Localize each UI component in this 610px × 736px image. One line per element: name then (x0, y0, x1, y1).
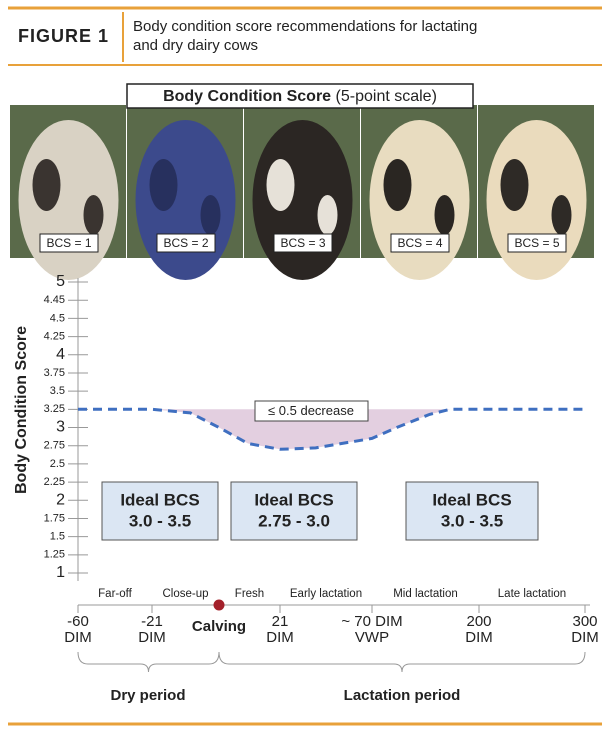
phase-label: Late lactation (498, 588, 566, 600)
phase-label: Early lactation (290, 588, 362, 600)
ideal-range: 2.75 - 3.0 (258, 511, 330, 530)
calving-marker (213, 599, 225, 611)
cow-patch (149, 159, 178, 211)
cow-body (486, 120, 587, 280)
x-tick-label: 21 (272, 613, 289, 630)
y-tick-label: 1.25 (44, 549, 65, 561)
ideal-box (230, 481, 358, 541)
period-bracket (218, 651, 586, 673)
banner-box (126, 83, 474, 109)
ideal-range: 3.0 - 3.5 (441, 511, 503, 530)
figure-title: and dry dairy cows (133, 37, 258, 54)
cow-patch (434, 195, 455, 235)
cow-body (18, 120, 119, 280)
phase-label: Far-off (98, 588, 132, 600)
x-tick-sublabel: DIM (571, 629, 599, 646)
ideal-box (405, 481, 539, 541)
cow-body (135, 120, 236, 280)
cow-patch (317, 195, 338, 235)
cow-patch (383, 159, 412, 211)
photo-strip: BCS = 1 BCS = 2 BCS = 3 BCS = 4 BCS = 5 Body … (10, 83, 594, 280)
x-tick-sublabel: DIM (266, 629, 294, 646)
cow-patch (83, 195, 104, 235)
y-tick-label: 4.5 (50, 312, 65, 324)
photo-label: BCS = 1 (46, 236, 91, 250)
decrease-box (254, 400, 369, 422)
photo-label: BCS = 4 (397, 236, 442, 250)
banner-bold: Body Condition Score (163, 88, 331, 105)
x-tick-label: Calving (192, 618, 246, 635)
y-tick-label: 1 (56, 564, 65, 581)
ideal-title: Ideal BCS (254, 490, 333, 509)
x-tick-label: 300 (572, 613, 597, 630)
cow-body (252, 120, 353, 280)
cow-patch (200, 195, 221, 235)
bcs-line (78, 407, 585, 451)
period-label: Dry period (110, 687, 185, 704)
cow-patch (500, 159, 529, 211)
y-tick-label: 2.75 (44, 440, 65, 452)
photo-label-box (39, 233, 99, 253)
phase-label: Close-up (162, 588, 208, 600)
y-tick-label: 1.75 (44, 512, 65, 524)
figure-label: FIGURE 1 (18, 26, 109, 46)
photo-label-box (273, 233, 333, 253)
y-tick-label: 2.5 (50, 458, 65, 470)
y-tick-label: 2.25 (44, 476, 65, 488)
x-tick-label: 200 (466, 613, 491, 630)
figure-title: Body condition score recommendations for… (133, 18, 477, 35)
y-tick-label: 2 (56, 491, 65, 508)
x-tick-sublabel: VWP (355, 629, 389, 646)
x-tick-sublabel: DIM (64, 629, 92, 646)
x-tick-label: -21 (141, 613, 163, 630)
cow-patch (551, 195, 572, 235)
decrease-label: ≤ 0.5 decrease (268, 403, 354, 418)
x-tick-label: ~ 70 DIM (341, 613, 402, 630)
photo-label: BCS = 5 (514, 236, 559, 250)
y-tick-label: 1.5 (50, 531, 65, 543)
y-tick-label: 5 (56, 273, 65, 290)
ideal-title: Ideal BCS (432, 490, 511, 509)
banner: Body Condition Score (5-point scale) (163, 88, 437, 105)
y-tick-label: 4 (56, 346, 65, 363)
photo-label: BCS = 3 (280, 236, 325, 250)
chart: Body Condition Score 1 1.25 1.5 1.75 2 2.25 2.5… (13, 273, 599, 704)
y-tick-label: 4.25 (44, 330, 65, 342)
y-tick-label: 4.45 (44, 294, 65, 306)
y-tick-label: 3.5 (50, 385, 65, 397)
y-tick-label: 3.25 (44, 403, 65, 415)
ideal-range: 3.0 - 3.5 (129, 511, 191, 530)
y-axis-label: Body Condition Score (13, 326, 30, 494)
phase-label: Mid lactation (393, 588, 458, 600)
cow-patch (266, 159, 295, 211)
x-tick-sublabel: DIM (138, 629, 166, 646)
period-bracket (77, 651, 220, 673)
photo-label-box (156, 233, 216, 253)
x-tick-sublabel: DIM (465, 629, 493, 646)
y-tick-label: 3 (56, 419, 65, 436)
x-tick-label: -60 (67, 613, 89, 630)
banner-rest: (5-point scale) (336, 88, 437, 105)
ideal-title: Ideal BCS (120, 490, 199, 509)
cow-body (369, 120, 470, 280)
ideal-box (101, 481, 219, 541)
photo-label-box (507, 233, 567, 253)
cow-patch (32, 159, 61, 211)
photo-label-box (390, 233, 450, 253)
phase-label: Fresh (235, 588, 264, 600)
photo-label: BCS = 2 (163, 236, 208, 250)
y-tick-label: 3.75 (44, 367, 65, 379)
period-label: Lactation period (344, 687, 461, 704)
